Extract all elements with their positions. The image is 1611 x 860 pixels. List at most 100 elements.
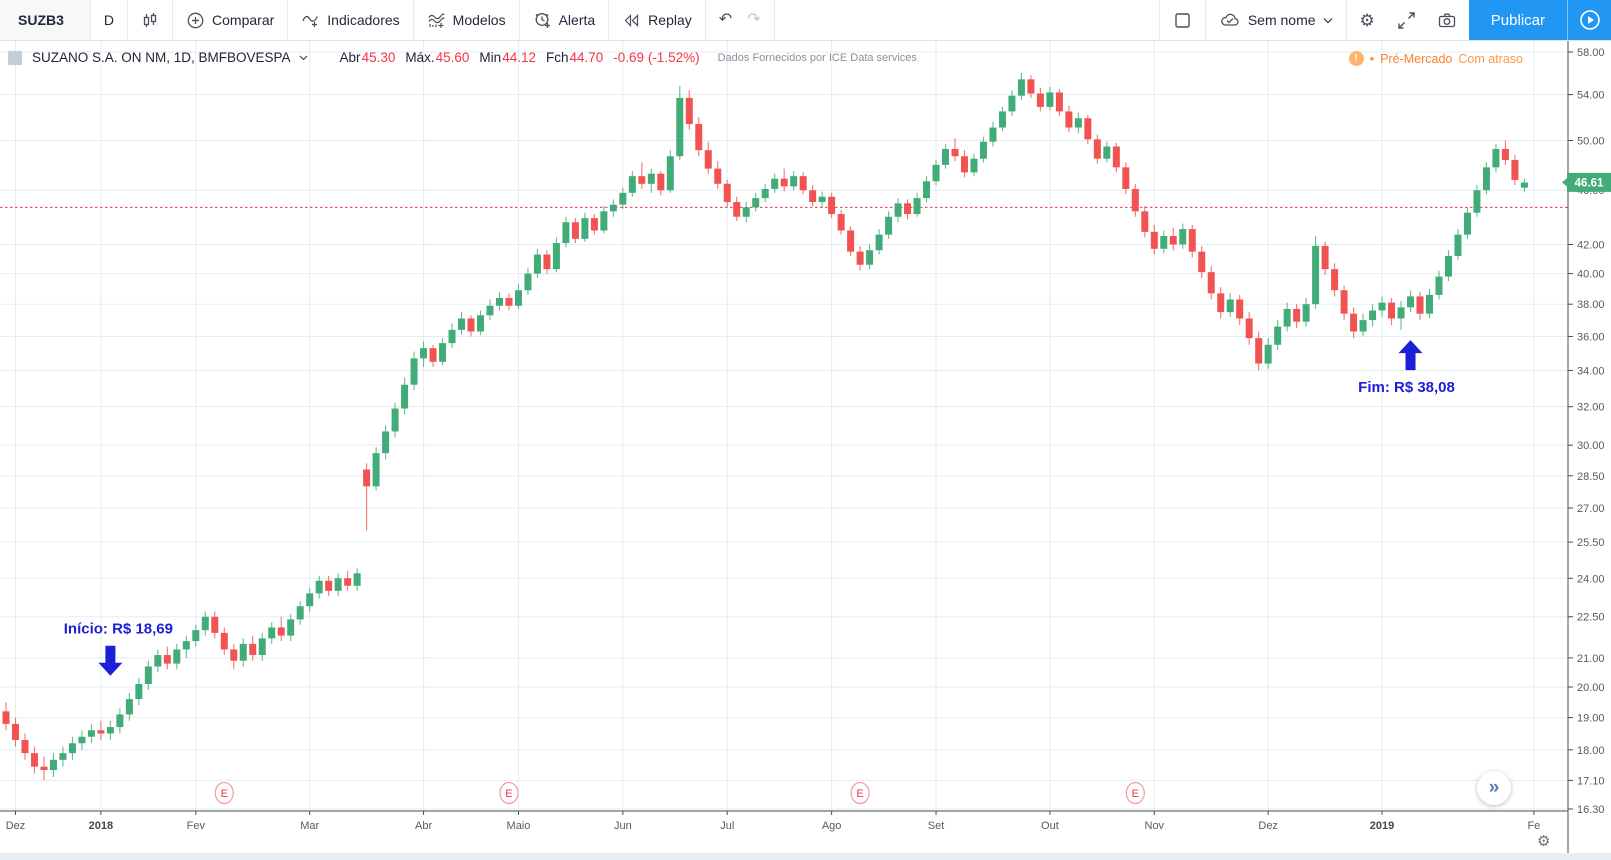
candle-body: [866, 250, 874, 265]
layout-square-icon: [1173, 11, 1192, 30]
candle-body: [163, 655, 171, 664]
alert-clock-icon: [533, 11, 552, 30]
candle-body: [552, 243, 560, 270]
undo-button[interactable]: ↶: [706, 0, 745, 40]
candle-body: [495, 297, 503, 306]
earnings-letter: E: [1132, 788, 1139, 800]
candle-body: [761, 188, 769, 199]
redo-button[interactable]: ↷: [745, 0, 773, 40]
candle-body: [1463, 212, 1471, 235]
candle-body: [1093, 139, 1101, 159]
layout-select-button[interactable]: [1160, 0, 1205, 40]
candle-body: [239, 643, 247, 661]
price-tick-label: 17.10: [1577, 775, 1605, 787]
low-value: 44.12: [502, 50, 536, 65]
candle-body: [685, 97, 693, 125]
snapshot-button[interactable]: [1425, 0, 1469, 40]
price-tick-label: 58.00: [1577, 47, 1605, 59]
candle-body: [268, 627, 276, 639]
play-panel-button[interactable]: [1567, 0, 1611, 40]
compare-plus-icon: [186, 11, 205, 30]
candle-body: [998, 111, 1006, 128]
candle-body: [1188, 229, 1196, 252]
candle-body: [676, 97, 684, 157]
info-badge-icon[interactable]: !: [1348, 51, 1364, 66]
last-price-label: 46.61: [1575, 177, 1604, 189]
legend-flag-icon[interactable]: [8, 50, 22, 65]
earnings-marker[interactable]: [214, 781, 234, 805]
publish-button[interactable]: Publicar: [1468, 0, 1567, 40]
candle-body: [1416, 296, 1424, 314]
candle-body: [1207, 272, 1215, 294]
candle-body: [277, 627, 285, 636]
candle-body: [1444, 255, 1452, 277]
earnings-marker[interactable]: [499, 781, 519, 805]
candle-body: [315, 580, 323, 594]
high-label: Máx.: [405, 50, 435, 65]
price-tick-label: 32.00: [1577, 402, 1605, 414]
settings-button[interactable]: ⚙: [1347, 0, 1388, 40]
annotation-arrow-down[interactable]: [98, 645, 123, 676]
redo-icon: ↷: [747, 11, 761, 28]
candle-body: [505, 297, 513, 306]
time-tick-label: Jun: [614, 820, 632, 832]
annotation-text[interactable]: Início: R$ 18,69: [64, 621, 173, 638]
alert-button[interactable]: Alerta: [520, 0, 609, 40]
candle-body: [1065, 111, 1073, 128]
candle-body: [125, 699, 133, 715]
data-provider-note: Dados Fornecidos por ICE Data services: [717, 51, 917, 64]
toolbar-right: Sem nome ⚙: [1158, 0, 1611, 40]
candle-body: [49, 759, 57, 771]
templates-waves-icon: [427, 11, 446, 30]
candle-body: [1236, 299, 1244, 319]
candle-body: [363, 469, 371, 487]
candle-body: [1283, 308, 1291, 327]
high-value: 45.60: [435, 50, 470, 65]
earnings-marker[interactable]: [850, 781, 870, 805]
fullscreen-button[interactable]: [1388, 0, 1425, 40]
candle-body: [192, 630, 200, 642]
candle-body: [1074, 118, 1082, 128]
replay-button[interactable]: Replay: [609, 0, 705, 40]
legend-chevron-down-icon[interactable]: [299, 55, 308, 61]
candle-body: [723, 183, 731, 203]
candle-body: [1397, 307, 1405, 319]
chart-style-button[interactable]: [128, 0, 172, 40]
candle-body: [771, 178, 779, 189]
templates-button[interactable]: Modelos: [414, 0, 519, 40]
legend-title[interactable]: SUZANO S.A. ON NM, 1D, BMFBOVESPA: [32, 50, 291, 65]
candle-body: [477, 315, 484, 332]
close-value: 44.70: [569, 50, 604, 65]
layout-name-button[interactable]: Sem nome: [1206, 0, 1346, 40]
time-axis-settings-gear-icon[interactable]: ⚙: [1537, 833, 1551, 850]
candle-body: [201, 616, 209, 631]
compare-button[interactable]: Comparar: [173, 0, 287, 40]
candle-body: [828, 196, 836, 215]
replay-rewind-icon: [622, 11, 641, 30]
price-tick-label: 22.50: [1577, 612, 1605, 624]
chart-area[interactable]: E E E E Início: R$ 18,69 Fim: R$ 38,08 58.00 54…: [0, 41, 1611, 860]
candle-body: [1008, 95, 1016, 112]
candle-body: [458, 318, 466, 330]
candle-body: [1141, 211, 1149, 232]
candle-body: [638, 176, 646, 184]
price-tick-label: 28.50: [1577, 471, 1605, 483]
candle-body: [1179, 229, 1187, 245]
interval-button[interactable]: D: [103, 12, 115, 28]
candle-body: [1388, 302, 1396, 319]
symbol-button[interactable]: SUZB3: [0, 0, 90, 40]
chart-canvas[interactable]: E E E E Início: R$ 18,69 Fim: R$ 38,08 58.00 54…: [0, 41, 1611, 860]
earnings-marker[interactable]: [1125, 781, 1145, 805]
divider: [704, 0, 706, 40]
time-tick-label: Jul: [720, 820, 734, 832]
camera-icon: [1437, 11, 1457, 29]
scroll-to-recent-button[interactable]: »: [1477, 771, 1511, 805]
candle-body: [391, 408, 399, 432]
indicators-button[interactable]: Indicadores: [288, 0, 412, 40]
annotation-text[interactable]: Fim: R$ 38,08: [1358, 379, 1455, 396]
candle-body: [1036, 93, 1044, 107]
earnings-letter: E: [221, 788, 228, 800]
candle-body: [2, 711, 10, 724]
annotation-arrow-up[interactable]: [1398, 340, 1423, 371]
candle-body: [818, 196, 826, 203]
